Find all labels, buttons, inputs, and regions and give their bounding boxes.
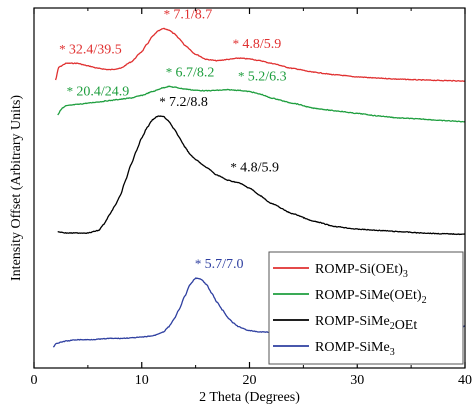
series-line-romp-si-oet-3 — [54, 27, 466, 82]
annotation-layer: * 32.4/39.5 * 7.1/8.7 * 4.8/5.9 * 20.4/24.9… — [59, 7, 287, 272]
x-tick-label: 30 — [350, 373, 364, 388]
legend-label-romp-sime3: ROMP-SiMe3 — [315, 340, 395, 358]
x-axis: 0 10 20 30 40 — [31, 8, 472, 388]
annotation-romp-si-oet-3-1: * 7.1/8.7 — [164, 7, 213, 23]
series-layer — [52, 27, 466, 348]
x-tick-label: 20 — [243, 373, 257, 388]
x-tick-label: 10 — [135, 373, 149, 388]
annotation-romp-sime2oet-1: * 4.8/5.9 — [230, 160, 279, 176]
annotation-romp-sime-oet-2-1: * 6.7/8.2 — [166, 64, 215, 80]
x-axis-label: 2 Theta (Degrees) — [199, 390, 300, 405]
legend-label-romp-sime-oet-2: ROMP-SiMe(OEt)2 — [315, 288, 427, 306]
annotation-romp-sime-oet-2-2: * 5.2/6.3 — [238, 68, 287, 84]
y-axis-label: Intensity Offset (Arbitrary Units) — [9, 95, 24, 281]
x-tick-label: 0 — [31, 373, 38, 388]
annotation-romp-si-oet-3-2: * 4.8/5.9 — [233, 36, 282, 52]
legend-label-romp-sime2oet: ROMP-SiMe2OEt — [315, 314, 417, 333]
annotation-romp-sime-oet-2-0: * 20.4/24.9 — [67, 84, 130, 100]
annotation-romp-sime2oet-0: * 7.2/8.8 — [159, 94, 208, 110]
legend: ROMP-Si(OEt)3 ROMP-SiMe(OEt)2 ROMP-SiMe2OE… — [268, 251, 464, 365]
x-tick-label: 40 — [458, 373, 472, 388]
series-line-romp-sime2oet — [57, 115, 466, 236]
series-line-romp-sime-oet-2 — [57, 85, 466, 123]
legend-label-romp-si-oet-3: ROMP-Si(OEt)3 — [315, 262, 408, 280]
annotation-romp-si-oet-3-0: * 32.4/39.5 — [59, 41, 122, 57]
annotation-romp-sime3-0: * 5.7/7.0 — [195, 256, 244, 272]
